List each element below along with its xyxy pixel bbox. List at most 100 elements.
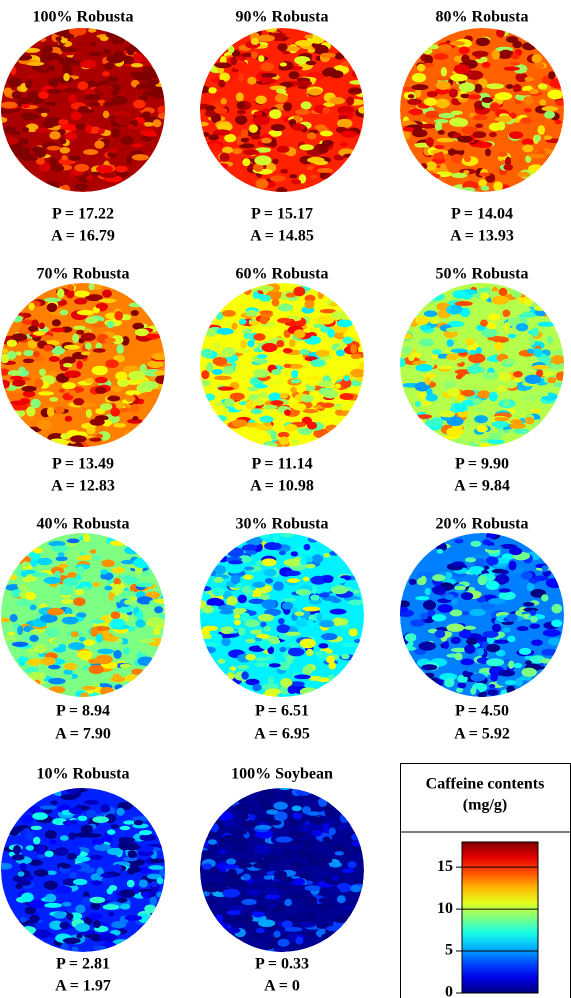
heatmap-blob [486, 83, 504, 89]
heatmap-blob [75, 588, 85, 595]
heatmap-blob [283, 795, 291, 803]
heatmap-blob [232, 845, 248, 851]
heatmap-blob [494, 342, 503, 351]
heatmap-blob [96, 118, 103, 123]
heatmap-blob [538, 357, 552, 361]
heatmap-blob [495, 92, 513, 100]
heatmap-blob [253, 333, 265, 340]
heatmap-blob [27, 74, 40, 78]
heatmap-blob [8, 78, 22, 86]
heatmap-blob [428, 173, 441, 178]
heatmap-blob [103, 111, 109, 118]
heatmap-blob [50, 164, 64, 171]
heatmap-blob [412, 73, 426, 82]
heatmap-blob [51, 638, 65, 643]
heatmap-blob [231, 575, 241, 584]
heatmap-blob [238, 595, 247, 604]
heatmap-blob [127, 880, 135, 888]
heatmap-blob [279, 551, 286, 555]
heatmap-blob [271, 124, 285, 131]
heatmap-blob [59, 586, 73, 596]
heatmap-blob [285, 821, 299, 825]
heatmap-blob [468, 94, 481, 99]
heatmap-blob [318, 905, 326, 910]
heatmap-blob [303, 409, 318, 413]
heatmap-blob [108, 912, 114, 917]
heatmap-blob [220, 98, 226, 104]
heatmap-blob [82, 896, 91, 906]
heatmap-blob [454, 653, 462, 660]
heatmap-blob [275, 94, 288, 103]
heatmap-blob [100, 569, 107, 574]
heatmap-blob [519, 648, 531, 655]
heatmap-blob [346, 96, 354, 105]
heatmap-blob [249, 124, 258, 132]
heatmap-blob [29, 900, 45, 908]
heatmap-blob [59, 389, 65, 393]
heatmap-blob [454, 64, 470, 74]
heatmap-blob [291, 379, 301, 384]
heatmap-blob [21, 892, 34, 902]
heatmap-blob [88, 28, 96, 32]
heatmap-blob [45, 894, 56, 903]
heatmap-blob [470, 541, 481, 547]
heatmap-blob [243, 544, 257, 550]
heatmap-blob [15, 600, 32, 606]
heatmap-blob [47, 407, 54, 417]
heatmap-blob [81, 830, 91, 834]
heatmap-blob [127, 850, 137, 858]
heatmap-blob [202, 626, 218, 631]
heatmap-blob [139, 845, 154, 852]
heatmap-blob [109, 885, 117, 891]
heatmap-blob [16, 54, 33, 61]
heatmap-blob [284, 364, 292, 368]
heatmap-blob [94, 141, 104, 149]
heatmap-blob [397, 600, 410, 607]
heatmap-blob [478, 576, 487, 586]
heatmap-blob [396, 607, 409, 612]
heatmap-blob [114, 311, 123, 320]
heatmap-blob [83, 640, 95, 646]
heatmap-blob [461, 658, 475, 665]
heatmap-blob [412, 129, 428, 137]
heatmap-blob [258, 534, 269, 539]
heatmap-blob [240, 613, 250, 621]
heatmap-blob [36, 128, 50, 133]
heatmap-blob [75, 123, 86, 129]
heatmap-blob [351, 834, 360, 841]
heatmap-blob [34, 869, 49, 876]
heatmap-blob [243, 874, 251, 881]
heatmap-blob [72, 334, 79, 343]
heatmap-blob [56, 36, 62, 41]
heatmap-blob [464, 626, 476, 630]
heatmap-blob [547, 90, 562, 100]
heatmap-blob [71, 111, 82, 120]
heatmap-blob [113, 423, 126, 427]
heatmap-blob [230, 393, 245, 401]
heatmap-blob [123, 647, 130, 654]
heatmap-blob [343, 154, 356, 158]
heatmap-blob [492, 569, 506, 574]
heatmap-blob [78, 815, 88, 821]
heatmap-blob [86, 810, 96, 818]
heatmap-blob [52, 319, 61, 326]
heatmap-blob [25, 79, 32, 88]
heatmap-blob [219, 153, 229, 162]
heatmap-blob [433, 153, 443, 159]
colorbar [462, 842, 538, 993]
heatmap-blob [263, 569, 276, 577]
heatmap-blob [480, 319, 488, 326]
heatmap-blob [223, 407, 229, 414]
heatmap-blob [242, 158, 250, 166]
heatmap-blob [311, 830, 322, 837]
heatmap-blob [517, 172, 529, 178]
heatmap-blob [416, 414, 432, 419]
heatmap [193, 786, 367, 954]
heatmap-blob [285, 632, 301, 636]
heatmap-blob [90, 897, 106, 904]
heatmap-blob [318, 380, 333, 387]
heatmap-blob [420, 613, 428, 620]
heatmap-blob [462, 390, 475, 397]
heatmap-blob [329, 302, 338, 306]
heatmap-blob [299, 639, 315, 649]
